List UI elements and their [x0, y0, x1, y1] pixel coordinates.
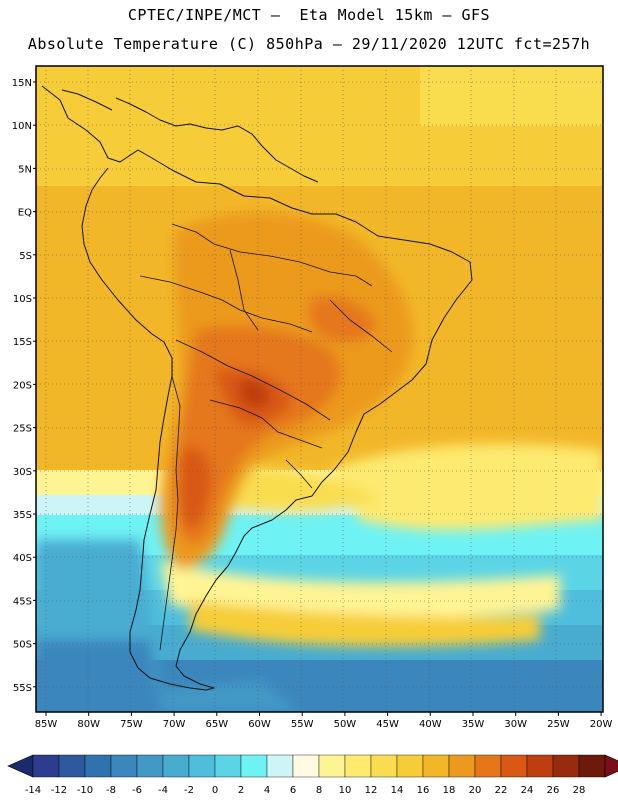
colorbar-label: 2: [238, 785, 244, 796]
lon-label: 80W: [77, 719, 100, 730]
colorbar-label: 22: [495, 785, 508, 796]
colorbar-label: -14: [25, 785, 41, 796]
lon-label: 45W: [376, 719, 399, 730]
colorbar-label: 20: [469, 785, 482, 796]
lon-label: 20W: [590, 719, 613, 730]
colorbar-label: -4: [158, 785, 168, 796]
lon-label: 50W: [334, 719, 357, 730]
colorbar-swatch: [448, 754, 476, 778]
lon-label: 70W: [163, 719, 186, 730]
colorbar-label: 6: [290, 785, 296, 796]
lat-label: 30S: [13, 467, 32, 478]
colorbar-swatch: [396, 754, 424, 778]
colorbar-label: 14: [391, 785, 404, 796]
lon-label: 85W: [35, 719, 58, 730]
lat-label: 35S: [13, 510, 32, 521]
lon-label: 75W: [120, 719, 143, 730]
colorbar-high-arrow: [604, 754, 618, 778]
colorbar-label: 26: [547, 785, 560, 796]
colorbar-label: 4: [264, 785, 270, 796]
lat-label: 40S: [13, 553, 32, 564]
colorbar-swatch: [266, 754, 294, 778]
lat-label: 20S: [13, 380, 32, 391]
colorbar-label: 12: [365, 785, 378, 796]
colorbar-label: -2: [184, 785, 194, 796]
colorbar-swatch: [292, 754, 320, 778]
coastlines: [41, 85, 473, 691]
lat-label: 15S: [13, 337, 32, 348]
colorbar-swatch: [422, 754, 450, 778]
colorbar-label: 18: [443, 785, 456, 796]
colorbar-swatch: [240, 754, 268, 778]
colorbar-swatch: [344, 754, 372, 778]
lat-label: 45S: [13, 596, 32, 607]
colorbar-swatch: [32, 754, 60, 778]
colorbar-swatch: [136, 754, 164, 778]
colorbar-label: -10: [77, 785, 93, 796]
lon-label: 40W: [419, 719, 442, 730]
colorbar-label: 8: [316, 785, 322, 796]
lon-label: 55W: [291, 719, 314, 730]
graticule: [36, 66, 603, 712]
lon-label: 30W: [504, 719, 527, 730]
lat-label: 10N: [12, 121, 32, 132]
colorbar-swatch: [500, 754, 528, 778]
colorbar-swatch: [162, 754, 190, 778]
colorbar-label: 16: [417, 785, 430, 796]
colorbar-swatch: [110, 754, 138, 778]
colorbar-label: 28: [573, 785, 586, 796]
colorbar-label: -6: [132, 785, 142, 796]
colorbar: -14 -12 -10 -8 -6 -4 -2 0 2 4 6 8 10 12 14 16 18 20 22 24 26…: [7, 754, 618, 796]
country-borders: [139, 223, 393, 651]
colorbar-swatch: [214, 754, 242, 778]
colorbar-swatch: [474, 754, 502, 778]
colorbar-swatch: [318, 754, 346, 778]
colorbar-label: -8: [106, 785, 116, 796]
lat-label: 5S: [19, 251, 32, 262]
lon-label: 60W: [248, 719, 271, 730]
colorbar-swatch: [188, 754, 216, 778]
colorbar-swatch: [552, 754, 580, 778]
lat-label: 10S: [13, 294, 32, 305]
colorbar-label: 24: [521, 785, 534, 796]
lon-label: 25W: [547, 719, 570, 730]
colorbar-label: 10: [339, 785, 352, 796]
lat-label: EQ: [18, 208, 32, 219]
lat-label: 5N: [18, 164, 32, 175]
colorbar-swatch: [84, 754, 112, 778]
colorbar-label: -12: [51, 785, 67, 796]
colorbar-swatch: [526, 754, 554, 778]
lat-label: 15N: [12, 78, 32, 89]
lat-label: 55S: [13, 683, 32, 694]
map-title-line-1: CPTEC/INPE/MCT – Eta Model 15km – GFS: [127, 6, 491, 24]
lon-label: 65W: [205, 719, 228, 730]
lon-label: 35W: [462, 719, 485, 730]
map-title-line-2: Absolute Temperature (C) 850hPa – 29/11/…: [27, 35, 591, 53]
map-frame: [35, 65, 604, 713]
colorbar-swatch: [370, 754, 398, 778]
colorbar-low-arrow: [7, 754, 34, 778]
axis-labels: 15N 10N 5N EQ 5S 10S 15S 20S 25S 30S 35S 40S 45S 50S 5…: [12, 78, 613, 730]
colorbar-swatch: [58, 754, 86, 778]
lat-label: 25S: [13, 424, 32, 435]
temperature-field: [36, 66, 603, 712]
colorbar-label: 0: [212, 785, 218, 796]
colorbar-swatch: [578, 754, 606, 778]
lat-label: 50S: [13, 640, 32, 651]
